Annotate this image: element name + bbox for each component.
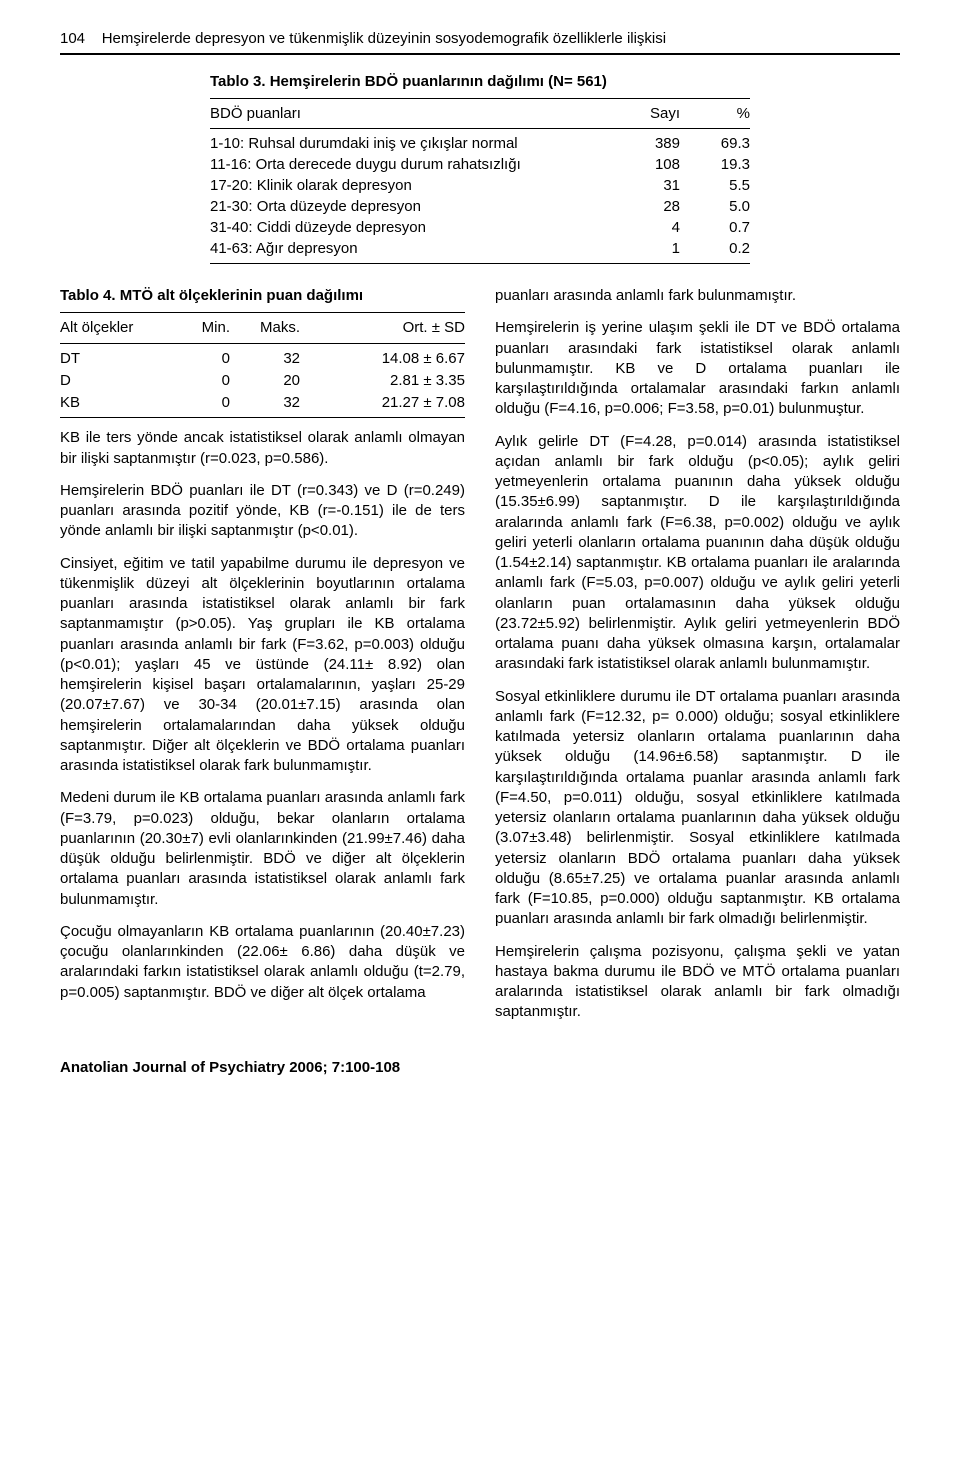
body-paragraph: Sosyal etkinliklere durumu ile DT ortala… <box>495 687 900 930</box>
table-row: 1-10: Ruhsal durumdaki iniş ve çıkışlar … <box>210 133 750 154</box>
table-3-cell-p: 5.0 <box>680 196 750 217</box>
body-paragraph: KB ile ters yönde ancak istatistiksel ol… <box>60 428 465 469</box>
table-4-head-c1: Alt ölçekler <box>60 317 170 339</box>
table-4-header-row: Alt ölçekler Min. Maks. Ort. ± SD <box>60 317 465 339</box>
body-paragraph: Hemşirelerin çalışma pozisyonu, çalışma … <box>495 942 900 1023</box>
table-4-cell: 0 <box>170 392 230 414</box>
two-column-body: Tablo 4. MTÖ alt ölçeklerinin puan dağıl… <box>60 286 900 1035</box>
table-row: 21-30: Orta düzeyde depresyon 28 5.0 <box>210 196 750 217</box>
table-4: Tablo 4. MTÖ alt ölçeklerinin puan dağıl… <box>60 286 465 418</box>
table-3-header-row: BDÖ puanları Sayı % <box>210 103 750 124</box>
table-3-cell-n: 1 <box>610 238 680 259</box>
table-4-cell: 2.81 ± 3.35 <box>300 370 465 392</box>
table-4-cell: 20 <box>230 370 300 392</box>
page-number: 104 <box>60 30 85 47</box>
table-3-cell-label: 41-63: Ağır depresyon <box>210 238 610 259</box>
table-row: 17-20: Klinik olarak depresyon 31 5.5 <box>210 175 750 196</box>
body-paragraph: Hemşirelerin BDÖ puanları ile DT (r=0.34… <box>60 481 465 542</box>
table-3-cell-n: 31 <box>610 175 680 196</box>
table-4-cell: 0 <box>170 370 230 392</box>
table-3-cell-label: 11-16: Orta derecede duygu durum rahatsı… <box>210 154 610 175</box>
table-4-cell: 21.27 ± 7.08 <box>300 392 465 414</box>
body-paragraph: Hemşirelerin iş yerine ulaşım şekli ile … <box>495 318 900 419</box>
running-header: 104 Hemşirelerde depresyon ve tükenmişli… <box>60 30 900 51</box>
table-row: DT 0 32 14.08 ± 6.67 <box>60 348 465 370</box>
table-4-cell: 32 <box>230 392 300 414</box>
table-4-title: Tablo 4. MTÖ alt ölçeklerinin puan dağıl… <box>60 286 465 306</box>
table-row: KB 0 32 21.27 ± 7.08 <box>60 392 465 414</box>
body-paragraph: Çocuğu olmayanların KB ortalama puanları… <box>60 922 465 1003</box>
running-title: Hemşirelerde depresyon ve tükenmişlik dü… <box>102 30 666 47</box>
table-3-title: Tablo 3. Hemşirelerin BDÖ puanlarının da… <box>210 73 750 90</box>
right-column: puanları arasında anlamlı fark bulunmamı… <box>495 286 900 1035</box>
table-4-rule-mid <box>60 343 465 344</box>
table-3-cell-p: 69.3 <box>680 133 750 154</box>
body-paragraph: Cinsiyet, eğitim ve tatil yapabilme duru… <box>60 554 465 777</box>
header-rule <box>60 53 900 55</box>
table-3-cell-label: 31-40: Ciddi düzeyde depresyon <box>210 217 610 238</box>
table-3-rule-top <box>210 98 750 99</box>
page: 104 Hemşirelerde depresyon ve tükenmişli… <box>0 0 960 1106</box>
table-4-cell: 32 <box>230 348 300 370</box>
body-paragraph: puanları arasında anlamlı fark bulunmamı… <box>495 286 900 306</box>
table-row: D 0 20 2.81 ± 3.35 <box>60 370 465 392</box>
table-3-cell-label: 17-20: Klinik olarak depresyon <box>210 175 610 196</box>
table-3-rule-mid <box>210 128 750 129</box>
table-3-head-label: BDÖ puanları <box>210 103 610 124</box>
table-4-head-c2: Min. <box>170 317 230 339</box>
table-row: 41-63: Ağır depresyon 1 0.2 <box>210 238 750 259</box>
body-paragraph: Aylık gelirle DT (F=4.28, p=0.014) arası… <box>495 432 900 675</box>
table-4-head-c3: Maks. <box>230 317 300 339</box>
table-4-cell: 0 <box>170 348 230 370</box>
table-3-cell-n: 28 <box>610 196 680 217</box>
table-4-rule-bottom <box>60 417 465 418</box>
table-3-cell-n: 389 <box>610 133 680 154</box>
table-3-cell-label: 1-10: Ruhsal durumdaki iniş ve çıkışlar … <box>210 133 610 154</box>
table-3-rule-bottom <box>210 263 750 264</box>
table-4-head-c4: Ort. ± SD <box>300 317 465 339</box>
table-3-cell-p: 19.3 <box>680 154 750 175</box>
table-3-cell-p: 5.5 <box>680 175 750 196</box>
table-4-cell: KB <box>60 392 170 414</box>
table-4-cell: D <box>60 370 170 392</box>
journal-footer: Anatolian Journal of Psychiatry 2006; 7:… <box>60 1059 900 1076</box>
table-4-cell: DT <box>60 348 170 370</box>
table-3-cell-p: 0.2 <box>680 238 750 259</box>
table-4-cell: 14.08 ± 6.67 <box>300 348 465 370</box>
table-3-head-n: Sayı <box>610 103 680 124</box>
left-column: Tablo 4. MTÖ alt ölçeklerinin puan dağıl… <box>60 286 465 1035</box>
table-3-cell-n: 108 <box>610 154 680 175</box>
table-3-cell-n: 4 <box>610 217 680 238</box>
body-paragraph: Medeni durum ile KB ortalama puanları ar… <box>60 788 465 910</box>
table-3-head-p: % <box>680 103 750 124</box>
table-4-rule-top <box>60 312 465 313</box>
table-3: Tablo 3. Hemşirelerin BDÖ puanlarının da… <box>210 73 750 264</box>
table-row: 31-40: Ciddi düzeyde depresyon 4 0.7 <box>210 217 750 238</box>
table-3-cell-p: 0.7 <box>680 217 750 238</box>
table-row: 11-16: Orta derecede duygu durum rahatsı… <box>210 154 750 175</box>
table-3-cell-label: 21-30: Orta düzeyde depresyon <box>210 196 610 217</box>
